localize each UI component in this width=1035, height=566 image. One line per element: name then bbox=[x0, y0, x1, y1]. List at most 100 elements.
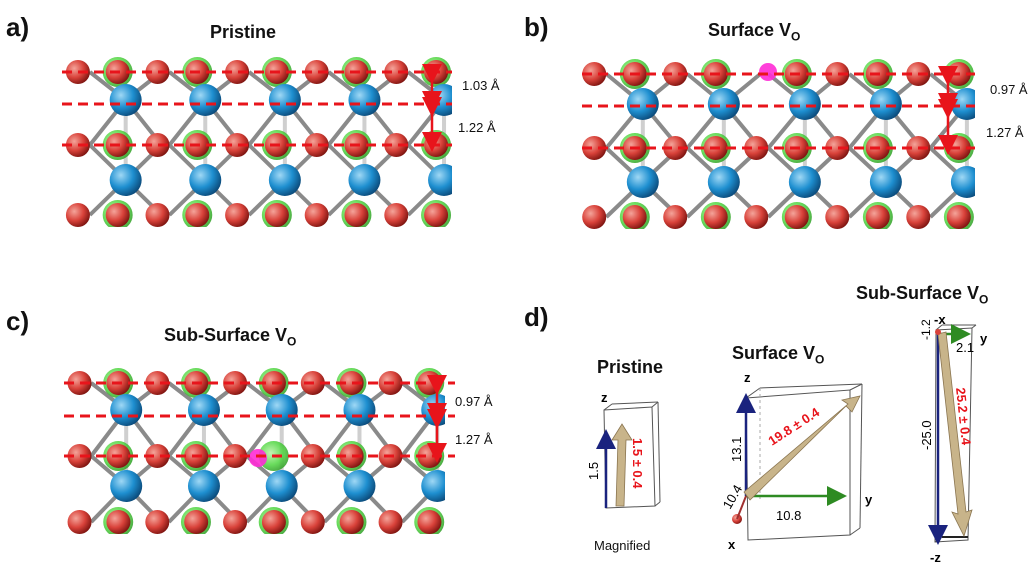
oxygen-atom bbox=[339, 371, 364, 395]
titanium-atom bbox=[428, 164, 452, 196]
oxygen-atom bbox=[29, 510, 53, 534]
titanium-atom bbox=[265, 394, 298, 426]
oxygen-atom bbox=[344, 203, 369, 227]
vacancy-marker bbox=[249, 449, 267, 467]
titanium-atom bbox=[343, 394, 376, 426]
oxygen-atom bbox=[223, 371, 248, 395]
pristine-vector-arrow bbox=[611, 423, 633, 507]
oxygen-atom bbox=[29, 444, 53, 468]
surface-vector-magnitude: 19.8 ± 0.4 bbox=[765, 404, 822, 448]
oxygen-atom bbox=[417, 510, 442, 534]
oxygen-atom bbox=[906, 205, 931, 229]
oxygen-atom bbox=[744, 205, 769, 229]
oxygen-atom bbox=[464, 60, 488, 84]
oxygen-atom bbox=[145, 203, 170, 227]
oxygen-atom bbox=[65, 133, 90, 157]
surface-y-value: 10.8 bbox=[776, 508, 801, 523]
oxygen-atom bbox=[825, 205, 850, 229]
titanium-atom bbox=[707, 166, 740, 198]
oxygen-atom bbox=[29, 371, 53, 395]
oxygen-atom bbox=[261, 510, 286, 534]
oxygen-atom bbox=[304, 133, 329, 157]
oxygen-atom bbox=[105, 203, 130, 227]
subsurface-y-value: 2.1 bbox=[956, 340, 974, 355]
oxygen-atom bbox=[339, 444, 364, 468]
panel-b-dist-bottom: 1.27 Å bbox=[986, 125, 1024, 140]
oxygen-atom bbox=[542, 136, 566, 160]
titanium-atom bbox=[421, 470, 445, 502]
oxygen-atom bbox=[663, 136, 688, 160]
oxygen-atom bbox=[225, 133, 250, 157]
oxygen-atom bbox=[703, 205, 728, 229]
oxygen-atom bbox=[464, 133, 488, 157]
oxygen-atom bbox=[542, 205, 566, 229]
pristine-z-value: 1.5 bbox=[586, 462, 601, 480]
oxygen-atom bbox=[825, 136, 850, 160]
titanium-atom bbox=[626, 88, 659, 120]
oxygen-atom bbox=[663, 205, 688, 229]
titanium-atom bbox=[950, 166, 975, 198]
oxygen-atom bbox=[542, 62, 566, 86]
panel-a-title: Pristine bbox=[210, 22, 277, 42]
oxygen-atom bbox=[145, 444, 170, 468]
oxygen-atom bbox=[65, 60, 90, 84]
panel-c-dist-top: 0.97 Å bbox=[455, 394, 493, 409]
oxygen-atom bbox=[26, 60, 50, 84]
panel-a-dist-top: 1.03 Å bbox=[462, 78, 500, 93]
oxygen-atom bbox=[987, 136, 1011, 160]
pristine-axis-z: z bbox=[601, 390, 608, 405]
subsurface-vector-box bbox=[928, 324, 977, 545]
oxygen-atom bbox=[106, 510, 131, 534]
titanium-atom bbox=[950, 88, 975, 120]
pristine-vector-magnitude: 1.5 ± 0.4 bbox=[630, 438, 645, 489]
oxygen-atom bbox=[223, 510, 248, 534]
oxygen-atom bbox=[582, 136, 607, 160]
oxygen-atom bbox=[225, 60, 250, 84]
surface-axis-y: y bbox=[865, 492, 873, 507]
oxygen-atom bbox=[456, 371, 480, 395]
pristine-vector-box bbox=[596, 401, 661, 509]
panel-b-dist-top: 0.97 Å bbox=[990, 82, 1028, 97]
subsurface-vector-arrow bbox=[937, 331, 973, 538]
structure-subsurface-vo bbox=[29, 368, 480, 534]
titanium-atom bbox=[707, 88, 740, 120]
oxygen-atom bbox=[67, 371, 92, 395]
panel-b-label: b) bbox=[524, 12, 549, 42]
structure-pristine bbox=[26, 57, 488, 227]
surface-axis-x: x bbox=[728, 537, 736, 552]
panel-b-layer-lines bbox=[582, 66, 975, 155]
subsurface-axis-y: y bbox=[980, 331, 988, 346]
oxygen-atom bbox=[384, 203, 409, 227]
oxygen-atom bbox=[304, 60, 329, 84]
titanium-atom bbox=[110, 394, 143, 426]
subsurface-axis-negz: -z bbox=[930, 550, 941, 565]
oxygen-atom bbox=[225, 203, 250, 227]
oxygen-atom bbox=[264, 203, 289, 227]
structure-surface-vo bbox=[542, 59, 1011, 229]
oxygen-atom bbox=[145, 510, 170, 534]
panel-b-title: Surface VO bbox=[708, 20, 801, 44]
panel-a-label: a) bbox=[6, 12, 30, 42]
oxygen-atom bbox=[384, 133, 409, 157]
oxygen-atom bbox=[987, 62, 1011, 86]
oxygen-atom bbox=[145, 371, 170, 395]
oxygen-atom bbox=[145, 60, 170, 84]
titanium-atom bbox=[268, 164, 301, 196]
oxygen-atom bbox=[339, 510, 364, 534]
titanium-atom bbox=[109, 84, 142, 116]
titanium-atom bbox=[869, 166, 902, 198]
oxygen-atom bbox=[946, 205, 971, 229]
panel-a-layer-lines bbox=[62, 64, 452, 152]
oxygen-atom bbox=[26, 203, 50, 227]
oxygen-atom bbox=[464, 203, 488, 227]
oxygen-atom bbox=[145, 133, 170, 157]
oxygen-atom bbox=[223, 444, 248, 468]
titanium-atom bbox=[265, 470, 298, 502]
titanium-atom bbox=[788, 166, 821, 198]
titanium-atom bbox=[869, 88, 902, 120]
oxygen-atom bbox=[784, 205, 809, 229]
oxygen-atom bbox=[184, 510, 209, 534]
titanium-atom bbox=[109, 164, 142, 196]
titanium-atom bbox=[788, 88, 821, 120]
